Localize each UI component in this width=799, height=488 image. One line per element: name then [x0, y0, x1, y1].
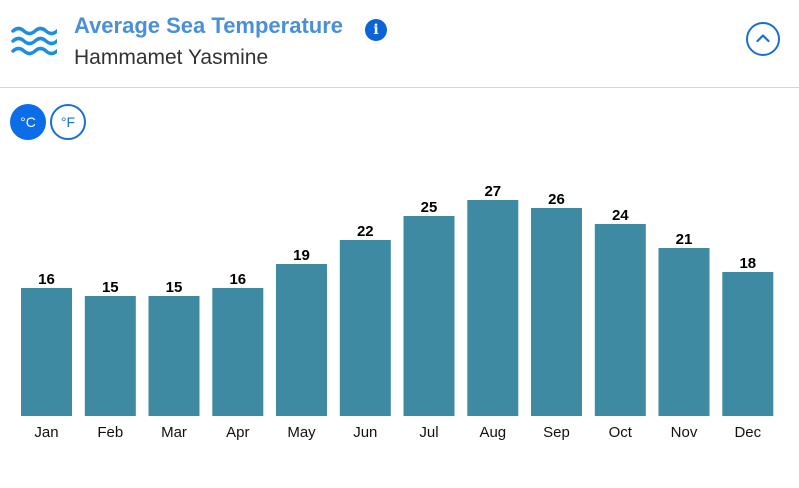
- x-tick-label-oct: Oct: [609, 424, 633, 441]
- bar-oct: [594, 224, 646, 416]
- bar-may: [276, 264, 327, 416]
- x-tick-label-nov: Nov: [671, 424, 698, 441]
- location-subtitle: Hammamet Yasmine: [74, 46, 269, 69]
- x-tick-label-may: May: [287, 424, 316, 441]
- collapse-button[interactable]: [746, 22, 780, 56]
- data-label-jun: 22: [357, 223, 374, 240]
- x-tick-label-mar: Mar: [161, 424, 187, 441]
- data-label-may: 19: [293, 247, 310, 264]
- x-tick-label-apr: Apr: [226, 424, 249, 441]
- x-tick-label-jul: Jul: [419, 424, 438, 441]
- celsius-toggle-button[interactable]: °C: [10, 104, 46, 140]
- fahrenheit-toggle-button[interactable]: °F: [50, 104, 86, 140]
- data-label-jan: 16: [38, 271, 55, 288]
- data-label-mar: 15: [166, 279, 183, 296]
- header: Average Sea Temperature i Hammamet Yasmi…: [0, 0, 799, 88]
- bar-nov: [658, 248, 710, 416]
- bar-jan: [21, 288, 72, 416]
- bar-apr: [212, 288, 264, 416]
- bar-feb: [84, 296, 136, 416]
- x-tick-label-aug: Aug: [479, 424, 506, 441]
- page-title: Average Sea Temperature: [74, 13, 344, 38]
- x-tick-label-feb: Feb: [97, 424, 123, 441]
- data-label-apr: 16: [229, 271, 246, 288]
- chevron-up-icon: [756, 34, 770, 43]
- data-label-jul: 25: [421, 199, 438, 216]
- waves-icon: [11, 26, 57, 56]
- bar-sep: [531, 208, 582, 416]
- data-label-sep: 26: [548, 191, 565, 208]
- bar-aug: [467, 200, 519, 416]
- data-label-feb: 15: [102, 279, 119, 296]
- info-icon[interactable]: i: [365, 19, 387, 41]
- bar-dec: [722, 272, 774, 416]
- x-tick-label-jun: Jun: [353, 424, 377, 441]
- bar-mar: [148, 296, 200, 416]
- bar-jul: [403, 216, 455, 416]
- data-label-dec: 18: [739, 255, 756, 272]
- x-tick-label-sep: Sep: [543, 424, 570, 441]
- bar-jun: [339, 240, 391, 416]
- data-label-aug: 27: [484, 183, 501, 200]
- data-label-nov: 21: [676, 231, 693, 248]
- sea-temperature-bar-chart: 16 Jan 15 Feb 15 Mar 16 Apr 19 May 22 Jun 25 Jul 27 Aug…: [21, 183, 774, 441]
- x-tick-label-dec: Dec: [734, 424, 761, 441]
- x-tick-label-jan: Jan: [34, 424, 58, 441]
- data-label-oct: 24: [612, 207, 629, 224]
